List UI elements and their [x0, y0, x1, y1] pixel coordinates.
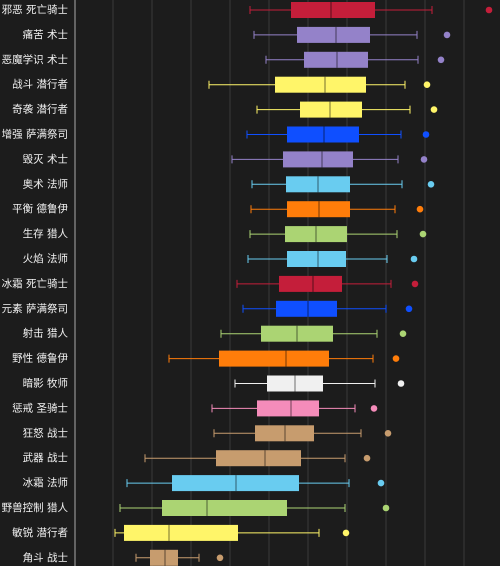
outlier	[443, 31, 451, 39]
box	[283, 151, 353, 168]
outlier	[370, 405, 378, 412]
y-tick-label: 火焰 法师	[23, 252, 68, 265]
box	[261, 325, 333, 342]
y-tick-label: 生存 猎人	[23, 227, 69, 240]
y-tick-label: 元素 萨满祭司	[2, 302, 68, 315]
y-tick-label: 冰霜 死亡骑士	[2, 277, 68, 290]
outlier	[430, 106, 438, 113]
box	[297, 26, 370, 43]
outlier	[427, 181, 435, 188]
outlier	[420, 156, 428, 163]
y-tick-label: 毁灭 术士	[23, 152, 68, 165]
box	[285, 226, 347, 243]
y-tick-label: 邪恶 死亡骑士	[2, 3, 68, 16]
box	[300, 101, 362, 118]
outlier	[382, 504, 390, 512]
box	[287, 251, 346, 267]
box	[275, 76, 366, 93]
box	[255, 425, 314, 442]
box	[276, 300, 337, 317]
outlier	[399, 330, 407, 338]
outlier	[485, 6, 493, 14]
y-tick-label: 武器 战士	[23, 451, 68, 464]
y-tick-label: 野兽控制 猎人	[2, 501, 69, 514]
box	[172, 475, 299, 492]
outlier	[342, 529, 350, 537]
box	[279, 275, 342, 292]
box	[287, 126, 359, 143]
y-tick-label: 冰霜 法师	[23, 476, 68, 489]
y-tick-label: 敏锐 潜行者	[12, 526, 68, 539]
box	[287, 201, 350, 218]
y-tick-label: 角斗 战士	[23, 551, 68, 564]
box	[124, 524, 238, 541]
y-tick-label: 野性 德鲁伊	[12, 352, 68, 365]
y-tick-label: 战斗 潜行者	[12, 78, 68, 91]
y-tick-label: 射击 猎人	[23, 327, 69, 340]
outlier	[377, 479, 385, 487]
y-tick-label: 奥术 法师	[23, 177, 68, 190]
outlier	[363, 454, 371, 462]
box	[162, 500, 287, 516]
box	[291, 2, 375, 18]
outlier	[392, 355, 400, 362]
outlier	[416, 205, 424, 213]
outlier	[384, 430, 392, 437]
box	[216, 450, 301, 467]
y-tick-label: 暗影 牧师	[23, 377, 68, 390]
outlier	[422, 131, 430, 138]
box	[150, 549, 178, 566]
y-tick-label: 奇袭 潜行者	[12, 103, 68, 116]
box	[286, 176, 350, 193]
box	[267, 375, 323, 392]
box	[257, 400, 319, 417]
y-tick-label: 惩戒 圣骑士	[12, 401, 68, 414]
y-tick-label: 狂怒 战士	[23, 426, 68, 439]
box	[219, 350, 329, 367]
y-tick-label: 增强 萨满祭司	[2, 128, 68, 141]
box	[304, 51, 368, 68]
outlier	[411, 280, 419, 288]
outlier	[423, 81, 431, 88]
outlier	[405, 305, 413, 313]
outlier	[410, 255, 418, 263]
y-tick-label: 平衡 德鲁伊	[12, 202, 68, 215]
outlier	[437, 56, 445, 64]
y-tick-label: 痛苦 术士	[23, 28, 68, 41]
outlier	[419, 230, 427, 238]
outlier	[216, 554, 224, 562]
y-tick-label: 恶魔学识 术士	[2, 53, 68, 66]
outlier	[397, 380, 405, 387]
